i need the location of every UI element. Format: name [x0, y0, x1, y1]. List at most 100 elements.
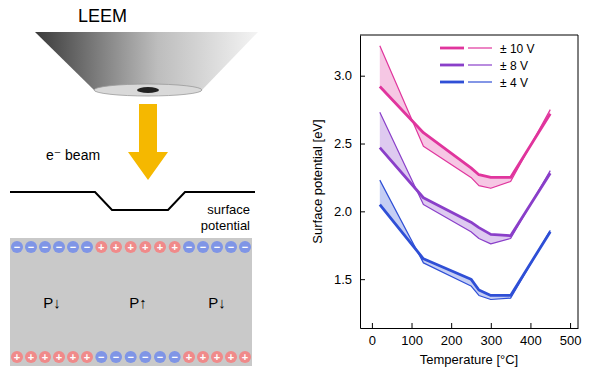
lens-cone [35, 32, 258, 90]
charge [169, 351, 181, 363]
x-axis-title: Temperature [°C] [420, 352, 518, 367]
tick-mark [360, 211, 365, 212]
charge-sign: + [142, 241, 148, 253]
charge-sign: + [228, 351, 234, 363]
potential-label: potential [201, 218, 250, 233]
charge-sign: + [28, 351, 34, 363]
tick-mark [372, 323, 373, 328]
charge-sign: + [214, 351, 220, 363]
charge-sign: − [70, 241, 76, 253]
charge-sign: − [186, 241, 192, 253]
diagram: LEEMe⁻ beamsurfacepotential−+−+−+−+−+−+P… [10, 6, 258, 366]
y-axis: 1.5 2.0 2.5 3.0 [334, 36, 365, 329]
legend-swatch [440, 64, 464, 67]
charge-sign: − [127, 351, 133, 363]
axis-line [361, 328, 579, 329]
beam-arrow [128, 104, 168, 180]
series-line [380, 112, 550, 244]
tick-label: 400 [520, 333, 542, 348]
charge-sign: + [14, 351, 20, 363]
charge [183, 241, 195, 253]
tick-mark [530, 323, 531, 328]
charge-sign: − [113, 351, 119, 363]
legend-swatch [468, 81, 492, 82]
tick: 300 [480, 323, 502, 348]
charge-sign: − [42, 241, 48, 253]
charge-sign: − [171, 351, 177, 363]
charge [183, 351, 195, 363]
legend-swatch [440, 47, 464, 50]
tick: 2.0 [334, 204, 365, 219]
charge [139, 351, 151, 363]
charge-sign: + [242, 351, 248, 363]
charge [53, 351, 65, 363]
charge [39, 351, 51, 363]
tick: 3.0 [334, 68, 365, 83]
domain-label: P↑ [129, 294, 147, 311]
charge-sign: − [28, 241, 34, 253]
charge [67, 351, 79, 363]
charge [53, 241, 65, 253]
legend-label: ± 4 V [500, 76, 528, 90]
charge [211, 241, 223, 253]
legend: ± 10 V± 8 V± 4 V [440, 42, 535, 90]
charge-sign: − [56, 241, 62, 253]
potential-label: surface [207, 202, 250, 217]
charge-sign: − [157, 351, 163, 363]
tick: 0 [369, 323, 376, 348]
tick-label: 1.5 [334, 272, 352, 287]
charge [81, 351, 93, 363]
charge [25, 351, 37, 363]
legend-label: ± 8 V [500, 59, 528, 73]
tick-label: 2.0 [334, 204, 352, 219]
tick-label: 100 [401, 333, 423, 348]
charge [154, 351, 166, 363]
tick-mark [570, 323, 571, 328]
charge [11, 351, 23, 363]
charge-sign: − [98, 351, 104, 363]
charge-sign: + [186, 351, 192, 363]
legend-swatch [468, 47, 492, 48]
charge [197, 241, 209, 253]
tick-label: 500 [560, 333, 582, 348]
charge [67, 241, 79, 253]
tick-mark [451, 323, 452, 328]
charge-sign: + [56, 351, 62, 363]
charge [197, 351, 209, 363]
chart: 0 100 200 300 400 500 1.5 2.0 2.5 3.0 Temperature … [310, 35, 581, 367]
tick-mark [360, 279, 365, 280]
plot-area [380, 46, 550, 300]
charge [81, 241, 93, 253]
charge-sign: − [242, 241, 248, 253]
band [380, 180, 550, 299]
charge [169, 241, 181, 253]
charge [139, 241, 151, 253]
series-line [380, 148, 550, 236]
charge-sign: + [200, 351, 206, 363]
legend-swatch [440, 81, 464, 84]
charge-sign: + [127, 241, 133, 253]
x-axis: 0 100 200 300 400 500 [361, 323, 582, 348]
charge-sign: − [200, 241, 206, 253]
tick-label: 300 [480, 333, 502, 348]
charge [11, 241, 23, 253]
tick-mark [412, 323, 413, 328]
charge [95, 241, 107, 253]
lens-face [94, 84, 202, 96]
tick: 200 [441, 323, 463, 348]
tick: 2.5 [334, 136, 365, 151]
legend-swatch [468, 64, 492, 65]
charge [25, 241, 37, 253]
charge [239, 241, 251, 253]
charge [95, 351, 107, 363]
series-line [380, 87, 550, 178]
tick-mark [491, 323, 492, 328]
charge-sign: + [157, 241, 163, 253]
charge-sign: + [84, 351, 90, 363]
charge-sign: + [171, 241, 177, 253]
series-line [380, 180, 550, 299]
tick-label: 2.5 [334, 136, 352, 151]
domain-label: P↓ [208, 294, 226, 311]
tick-label: 200 [441, 333, 463, 348]
charge [211, 351, 223, 363]
